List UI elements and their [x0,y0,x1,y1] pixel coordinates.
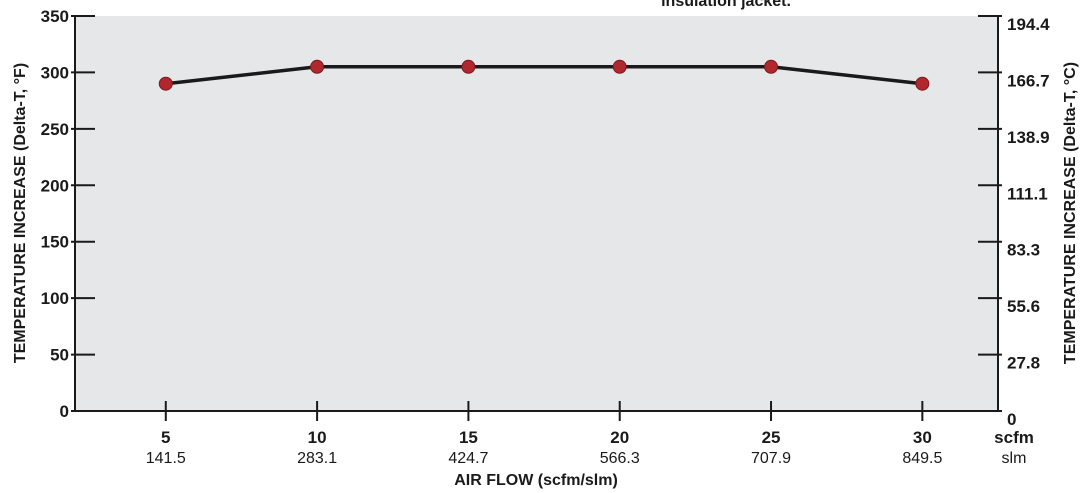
y2-tick-label: 194.4 [1007,15,1050,34]
axes [74,16,999,412]
annotation: insulation jacket. [661,0,791,10]
y-tick-label: 100 [41,289,69,308]
data-point [461,59,476,74]
data-point [764,59,779,74]
y2-axis-ticks: 0 27.8 55.6 83.3 111.1 138.9 166.7 194.4 [978,15,1050,429]
y-tick-label: 250 [41,120,69,139]
x-unit-primary: scfm [994,428,1034,447]
x-tick-label: 25 [762,428,781,447]
x-tick-label-secondary: 849.5 [902,450,942,467]
x-tick-label: 5 [161,428,170,447]
x-tick-label-secondary: 707.9 [751,450,791,467]
y-tick-label: 0 [60,402,69,421]
data-point [310,59,325,74]
x-tick-label: 10 [308,428,327,447]
y-tick-label: 50 [50,346,69,365]
x-tick-label-secondary: 141.5 [146,450,186,467]
y-axis-title: TEMPERATURE INCREASE (Delta-T, °F) [12,63,29,363]
y2-tick-label: 27.8 [1007,354,1040,373]
x-axis-title: AIR FLOW (scfm/slm) [454,472,618,489]
y2-tick-label: 0 [1007,410,1016,429]
y2-tick-label: 138.9 [1007,128,1050,147]
y2-axis-title: TEMPERATURE INCREASE (Delta-T, °C) [1062,62,1079,364]
x-tick-label-secondary: 424.7 [448,450,488,467]
plot-area [75,16,998,411]
data-point [158,76,173,91]
data-point [612,59,627,74]
x-tick-label: 20 [610,428,629,447]
y-tick-label: 350 [41,7,69,26]
series [158,59,930,91]
x-tick-label-secondary: 566.3 [600,450,640,467]
data-point [915,76,930,91]
x-axis-ticks: 5 141.5 10 283.1 15 424.7 20 566.3 25 707.9 30 849.… [146,401,942,467]
y2-tick-label: 166.7 [1007,71,1050,90]
y-axis-ticks: 0 50 100 150 200 250 300 350 [41,7,95,421]
x-unit-secondary: slm [1002,450,1027,467]
y2-tick-label: 55.6 [1007,297,1040,316]
series-line [165,65,923,86]
y-tick-label: 300 [41,63,69,82]
x-tick-label-secondary: 283.1 [297,450,337,467]
y2-tick-label: 83.3 [1007,241,1040,260]
y2-tick-label: 111.1 [1007,184,1048,203]
y-tick-label: 150 [41,233,69,252]
y-tick-label: 200 [41,176,69,195]
x-tick-label: 30 [913,428,932,447]
x-tick-label: 15 [459,428,478,447]
